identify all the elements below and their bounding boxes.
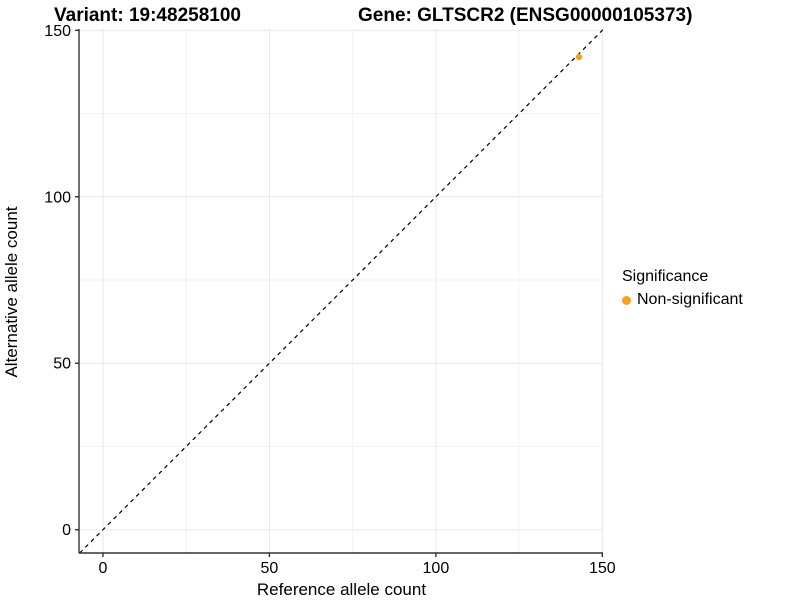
y-tick-label: 50 [53,356,71,373]
non-significant-dot-icon [622,295,631,305]
legend: Significance Non-significant [622,268,743,309]
x-tick-label: 100 [423,560,450,577]
x-tick-label: 150 [589,560,616,577]
gene-title: Gene: GLTSCR2 (ENSG00000105373) [358,5,693,26]
x-tick-label: 50 [261,560,279,577]
variant-title: Variant: 19:48258100 [54,5,241,26]
y-tick-label: 100 [44,189,71,206]
data-point [575,53,583,61]
y-tick-label: 0 [62,522,71,539]
y-tick-label: 150 [44,23,71,40]
x-tick-label: 0 [99,560,108,577]
legend-item-non-significant: Non-significant [622,291,743,309]
x-axis-title: Reference allele count [256,580,427,599]
y-axis-title: Alternative allele count [2,206,21,378]
identity-dashed-line [79,29,604,554]
legend-item-label: Non-significant [637,291,743,308]
legend-title: Significance [622,268,709,285]
